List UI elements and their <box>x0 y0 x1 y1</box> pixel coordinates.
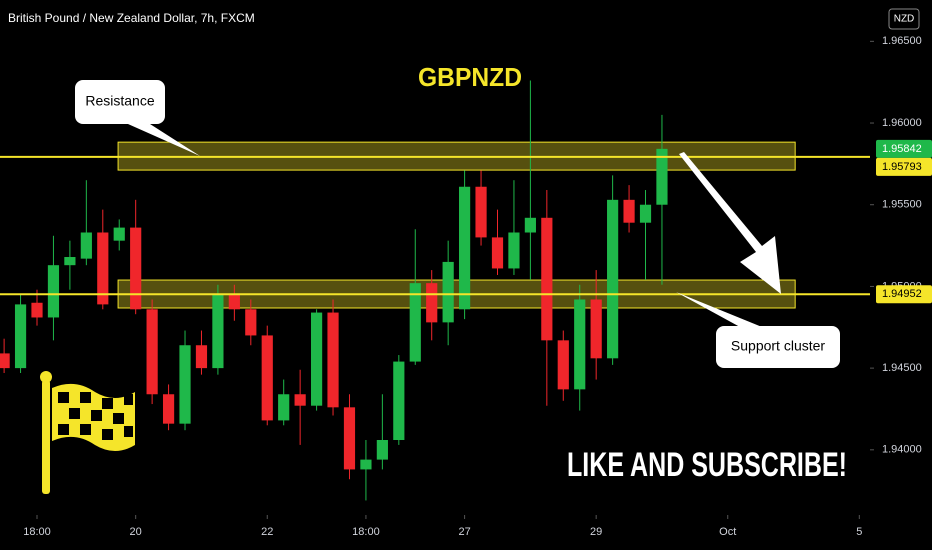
currency-box <box>888 8 920 30</box>
candle-body <box>442 261 454 323</box>
x-tick-label: 18:00 <box>352 526 380 538</box>
x-tick-label: Oct <box>719 526 736 538</box>
candle-body <box>524 217 536 233</box>
currency-label: NZD <box>894 14 915 25</box>
candle-body <box>179 345 191 424</box>
candle-body <box>639 204 652 223</box>
price-label-box <box>876 139 932 158</box>
callout-box <box>716 326 840 368</box>
candle-body <box>376 440 388 460</box>
candle-body <box>508 232 520 269</box>
candle-body <box>491 237 504 269</box>
chart-title: GBPNZD <box>418 62 522 92</box>
candle-body <box>113 227 125 241</box>
candle-body <box>146 309 158 395</box>
candle-body <box>195 345 208 369</box>
y-tick-label: 1.96000 <box>882 117 922 129</box>
y-tick-label: 1.94500 <box>882 362 922 374</box>
candle-body <box>97 232 109 305</box>
candle-body <box>31 302 43 318</box>
callout-box <box>75 80 165 124</box>
candle-body <box>228 294 240 310</box>
candle-body <box>656 148 668 205</box>
y-tick-label: 1.96500 <box>882 35 922 47</box>
candle-body <box>327 312 339 408</box>
callout-pointer <box>128 124 200 156</box>
candle-body <box>426 283 438 323</box>
flag-icon <box>40 371 135 494</box>
y-tick-label: 1.95500 <box>882 199 922 211</box>
candle-body <box>574 299 586 390</box>
candle-body <box>590 299 602 359</box>
candle-body <box>130 227 142 310</box>
candle-body <box>80 232 92 259</box>
candle-body <box>294 394 306 406</box>
candle-body <box>162 394 175 424</box>
footer-text: LIKE AND SUBSCRIBE! <box>567 446 847 484</box>
candle-body <box>557 340 569 390</box>
x-tick-label: 5 <box>856 526 862 538</box>
candle-body <box>475 186 487 238</box>
candle-body <box>623 199 635 223</box>
candle-body <box>47 265 60 318</box>
price-label-box <box>876 157 932 176</box>
candle-body <box>541 217 553 341</box>
x-tick-label: 29 <box>590 526 602 538</box>
candle-body <box>14 304 27 369</box>
x-tick-label: 22 <box>261 526 273 538</box>
price-label-box <box>876 285 932 304</box>
price-label: 1.95842 <box>882 143 922 155</box>
price-label: 1.94952 <box>882 288 922 300</box>
candle-body <box>261 335 273 421</box>
price-label: 1.95793 <box>882 161 922 173</box>
candle-body <box>0 353 10 369</box>
x-tick-label: 20 <box>130 526 142 538</box>
x-tick-label: 18:00 <box>23 526 51 538</box>
candle-body <box>343 407 356 470</box>
x-tick-label: 27 <box>458 526 470 538</box>
candle-body <box>409 283 421 362</box>
plot-area: 1.940001.945001.950001.955001.960001.965… <box>0 35 932 538</box>
callout-text: Support cluster <box>731 338 825 354</box>
candle-body <box>393 361 405 441</box>
y-tick-label: 1.94000 <box>882 444 922 456</box>
candle-body <box>278 394 290 421</box>
arrow <box>679 152 781 294</box>
candle-body <box>607 199 619 359</box>
candle-body <box>360 459 372 470</box>
symbol-header: British Pound / New Zealand Dollar, 7h, … <box>8 11 255 25</box>
candle-body <box>310 312 323 406</box>
candle-body <box>245 309 257 336</box>
callout-pointer <box>676 292 762 327</box>
candle-body <box>64 257 76 266</box>
candle-body <box>212 294 224 369</box>
callout-text: Resistance <box>85 93 154 109</box>
candle-body <box>459 186 471 310</box>
